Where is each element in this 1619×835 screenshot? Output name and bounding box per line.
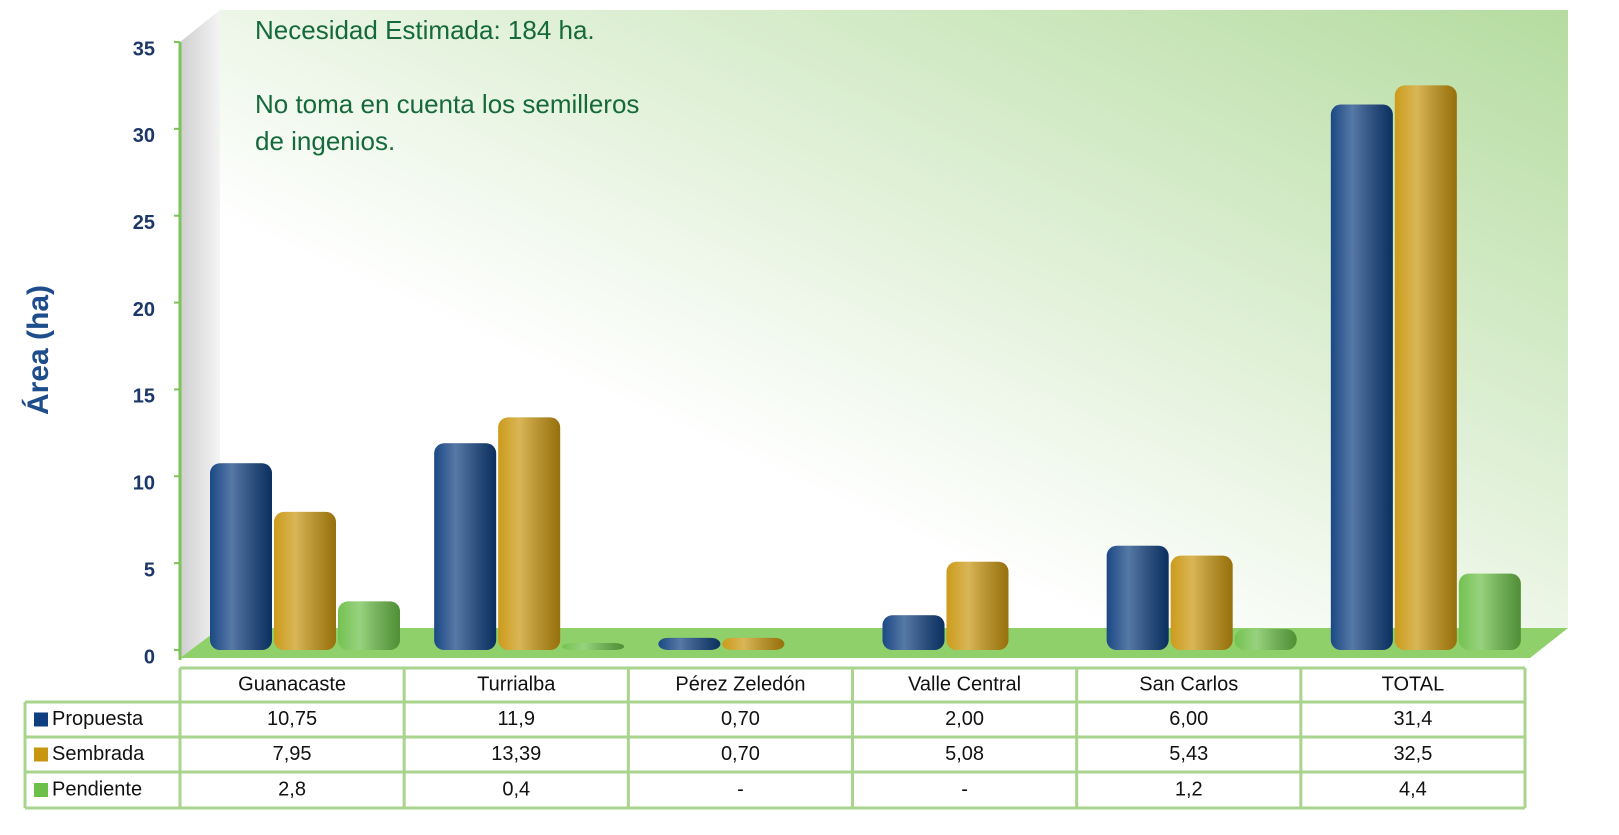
bar: [658, 637, 721, 650]
table-cell: 4,4: [1399, 778, 1427, 800]
annotation: de ingenios.: [255, 126, 395, 156]
y-tick-label: 30: [133, 125, 155, 147]
y-tick-label: 20: [133, 299, 155, 321]
x-tick-label: TOTAL: [1382, 673, 1445, 695]
y-tick-label: 35: [133, 38, 155, 60]
bar: [882, 615, 945, 650]
bar: [1106, 545, 1169, 650]
table-cell: 10,75: [267, 708, 317, 730]
bar: [498, 417, 561, 650]
table-cell: 6,00: [1169, 708, 1208, 730]
table-cell: 5,43: [1169, 743, 1208, 765]
x-tick-label: Valle Central: [908, 673, 1021, 695]
bar: [338, 601, 400, 650]
y-tick-label: 15: [133, 386, 155, 408]
bar: [274, 511, 336, 650]
annotation: No toma en cuenta los semilleros: [255, 89, 639, 119]
legend-label: Sembrada: [52, 743, 145, 765]
legend-swatch: [34, 783, 48, 797]
bar: [1170, 555, 1233, 650]
table-cell: 13,39: [491, 743, 541, 765]
y-tick-label: 10: [133, 473, 155, 495]
table-cell: 0,70: [721, 743, 760, 765]
y-tick-label: 25: [133, 212, 155, 234]
bar: [722, 637, 785, 650]
table-cell: -: [961, 778, 968, 800]
table-cell: 11,9: [498, 708, 535, 730]
x-tick-label: Pérez Zeledón: [675, 673, 805, 695]
table-cell: 0,70: [721, 708, 760, 730]
bar: [1330, 104, 1393, 651]
bar: [1394, 85, 1457, 650]
table-cell: 2,8: [278, 778, 306, 800]
annotation: Necesidad Estimada: 184 ha.: [255, 15, 595, 45]
bar: [946, 561, 1009, 650]
y-axis-label: Área (ha): [21, 285, 55, 415]
bar: [1458, 573, 1521, 650]
legend-label: Pendiente: [52, 778, 142, 800]
legend-label: Propuesta: [52, 708, 144, 730]
legend-swatch: [34, 747, 48, 762]
bar: [562, 643, 625, 650]
x-tick-label: Turrialba: [477, 673, 556, 695]
x-tick-label: Guanacaste: [238, 673, 346, 695]
table-cell: 0,4: [502, 778, 530, 800]
table-cell: 1,2: [1175, 778, 1203, 800]
table-cell: 2,00: [945, 708, 984, 730]
table-cell: 32,5: [1393, 743, 1432, 765]
x-tick-label: San Carlos: [1139, 673, 1238, 695]
table-cell: 31,4: [1393, 708, 1432, 730]
table-cell: 5,08: [945, 743, 984, 765]
bar: [1234, 629, 1297, 650]
bar: [210, 463, 272, 650]
legend-swatch: [34, 712, 48, 727]
table-cell: -: [737, 778, 744, 800]
y-tick-label: 0: [144, 646, 155, 668]
y-tick-label: 5: [144, 559, 155, 581]
table-cell: 7,95: [273, 743, 312, 765]
bar: [434, 443, 497, 650]
